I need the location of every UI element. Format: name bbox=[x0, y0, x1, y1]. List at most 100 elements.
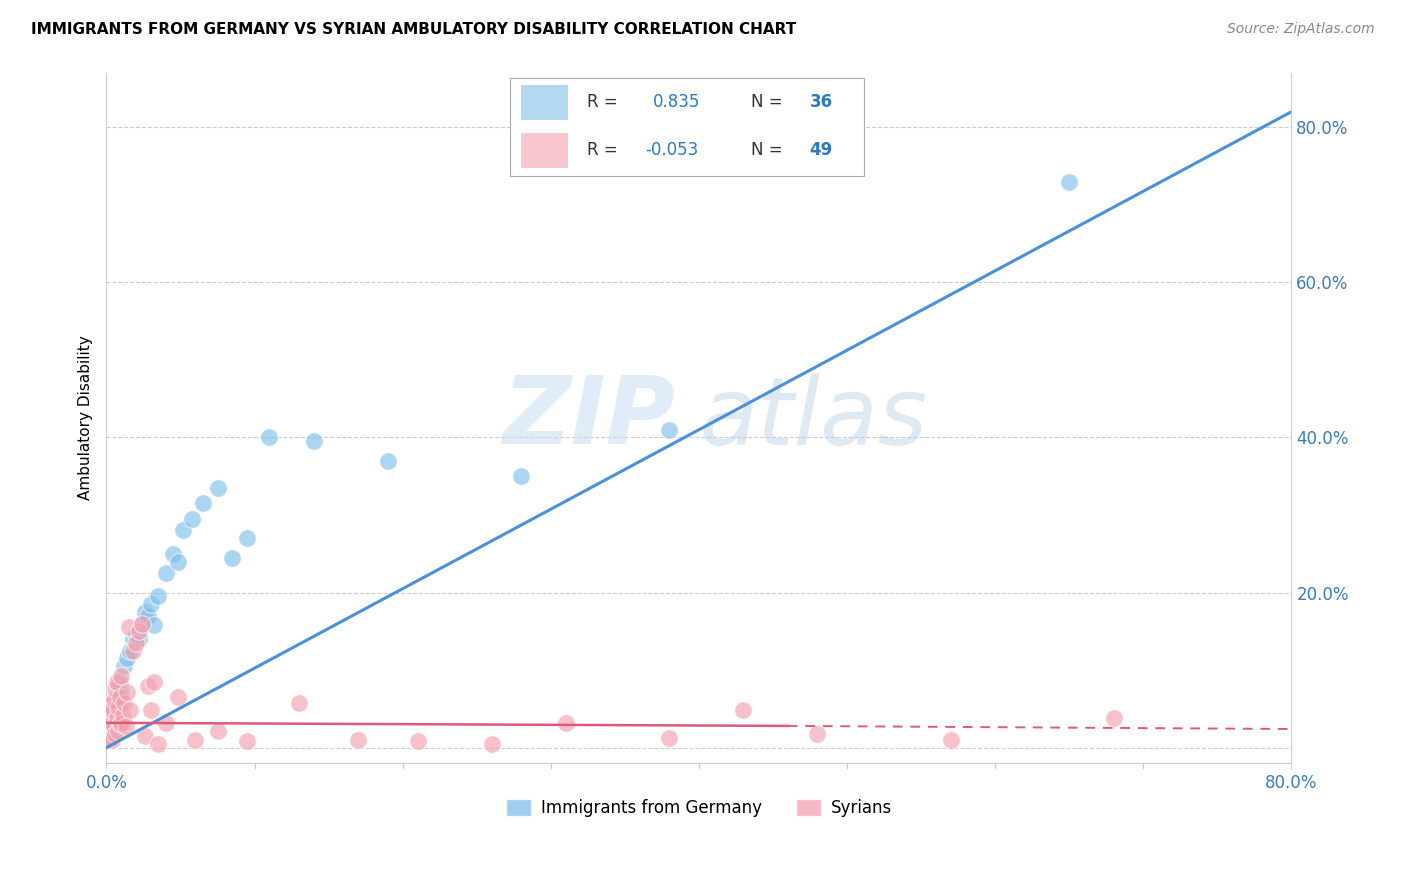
Point bbox=[347, 732, 370, 747]
Point bbox=[100, 715, 122, 730]
Point bbox=[939, 732, 962, 747]
Point bbox=[101, 721, 124, 735]
Point bbox=[100, 717, 122, 731]
Point bbox=[236, 531, 259, 545]
Point bbox=[155, 715, 177, 730]
Point bbox=[207, 481, 229, 495]
Point bbox=[139, 703, 162, 717]
Point bbox=[97, 726, 120, 740]
Text: -0.053: -0.053 bbox=[645, 141, 699, 159]
Point bbox=[110, 686, 132, 700]
Point bbox=[100, 731, 122, 746]
Point bbox=[733, 703, 755, 717]
Point bbox=[377, 453, 399, 467]
Point bbox=[166, 554, 188, 568]
Point bbox=[142, 618, 165, 632]
Point bbox=[115, 651, 138, 665]
Point bbox=[510, 469, 533, 483]
Point bbox=[112, 659, 135, 673]
Point bbox=[259, 430, 281, 444]
Point bbox=[155, 566, 177, 581]
Text: Source: ZipAtlas.com: Source: ZipAtlas.com bbox=[1227, 22, 1375, 37]
Point bbox=[136, 679, 159, 693]
Point bbox=[142, 674, 165, 689]
Point bbox=[131, 616, 153, 631]
FancyBboxPatch shape bbox=[520, 133, 568, 168]
Point bbox=[236, 734, 259, 748]
FancyBboxPatch shape bbox=[520, 85, 568, 120]
Point bbox=[104, 726, 127, 740]
Point bbox=[288, 696, 311, 710]
Point bbox=[221, 550, 243, 565]
Point bbox=[1102, 711, 1125, 725]
Point bbox=[128, 624, 150, 639]
Point bbox=[107, 700, 129, 714]
Point bbox=[554, 715, 576, 730]
Point bbox=[107, 723, 129, 738]
Point bbox=[125, 628, 148, 642]
Point bbox=[104, 682, 127, 697]
Point bbox=[139, 597, 162, 611]
Text: R =: R = bbox=[586, 141, 617, 159]
Text: ZIP: ZIP bbox=[502, 372, 675, 464]
Text: atlas: atlas bbox=[699, 373, 927, 464]
Legend: Immigrants from Germany, Syrians: Immigrants from Germany, Syrians bbox=[499, 792, 898, 824]
FancyBboxPatch shape bbox=[510, 78, 865, 177]
Point bbox=[104, 709, 127, 723]
Point bbox=[103, 692, 125, 706]
Point bbox=[112, 696, 135, 710]
Point bbox=[162, 547, 184, 561]
Point bbox=[148, 590, 170, 604]
Point bbox=[108, 690, 131, 705]
Point bbox=[302, 434, 325, 449]
Point bbox=[207, 723, 229, 738]
Point bbox=[111, 708, 134, 723]
Point bbox=[108, 717, 131, 731]
Point bbox=[191, 496, 214, 510]
Point bbox=[101, 703, 124, 717]
Point bbox=[98, 729, 121, 743]
Point bbox=[122, 632, 145, 646]
Point bbox=[98, 723, 121, 738]
Point bbox=[105, 690, 128, 705]
Point bbox=[658, 731, 681, 746]
Point bbox=[148, 737, 170, 751]
Point bbox=[136, 608, 159, 623]
Text: N =: N = bbox=[751, 93, 783, 111]
Point bbox=[115, 685, 138, 699]
Text: N =: N = bbox=[751, 141, 783, 159]
Point bbox=[406, 734, 429, 748]
Point bbox=[103, 702, 125, 716]
Point bbox=[105, 711, 128, 725]
Point bbox=[166, 690, 188, 705]
Text: 0.835: 0.835 bbox=[652, 93, 700, 111]
Point bbox=[110, 669, 132, 683]
Point bbox=[181, 512, 204, 526]
Point bbox=[98, 698, 121, 712]
Text: IMMIGRANTS FROM GERMANY VS SYRIAN AMBULATORY DISABILITY CORRELATION CHART: IMMIGRANTS FROM GERMANY VS SYRIAN AMBULA… bbox=[31, 22, 796, 37]
Point bbox=[122, 643, 145, 657]
Point bbox=[173, 524, 195, 538]
Point bbox=[128, 632, 150, 646]
Y-axis label: Ambulatory Disability: Ambulatory Disability bbox=[79, 335, 93, 500]
Point bbox=[806, 726, 828, 740]
Point bbox=[107, 698, 129, 712]
Point bbox=[120, 703, 142, 717]
Text: 49: 49 bbox=[810, 141, 832, 159]
Point bbox=[118, 620, 141, 634]
Point bbox=[125, 636, 148, 650]
Point bbox=[134, 605, 156, 619]
Point bbox=[103, 719, 125, 733]
Point bbox=[658, 423, 681, 437]
Point bbox=[481, 737, 503, 751]
Point bbox=[101, 732, 124, 747]
Point bbox=[1059, 175, 1081, 189]
Point bbox=[108, 674, 131, 689]
Point bbox=[105, 674, 128, 689]
Point bbox=[120, 643, 142, 657]
Point bbox=[114, 719, 136, 733]
Point bbox=[110, 715, 132, 730]
Point bbox=[134, 729, 156, 743]
Point bbox=[131, 616, 153, 631]
Point bbox=[184, 732, 207, 747]
